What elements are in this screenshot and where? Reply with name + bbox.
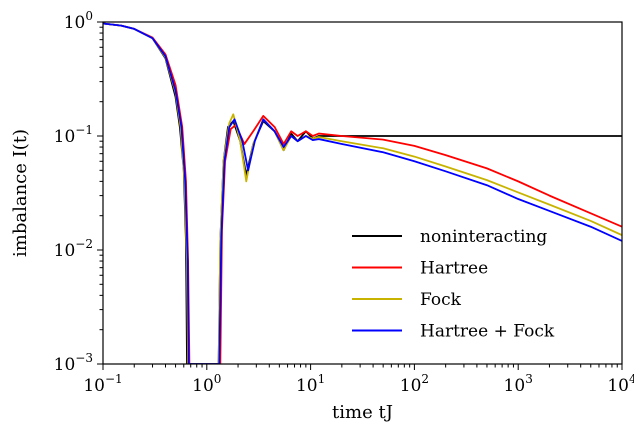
- y-axis-label: imbalance I(t): [10, 129, 31, 257]
- legend: noninteracting Hartree Fock Hartree + Fock: [352, 227, 555, 342]
- legend-label: Hartree: [420, 259, 488, 279]
- ticks-layer: [97, 21, 623, 370]
- x-tick-label: 10−1: [83, 372, 122, 396]
- series-line-hartree: [103, 22, 622, 364]
- x-tick-label: 104: [607, 372, 634, 396]
- x-tick-label: 102: [400, 372, 429, 396]
- y-tick-label: 10−3: [54, 351, 93, 375]
- y-tick-label: 100: [64, 9, 93, 33]
- tick-labels-layer: 10−1 100 101 102 103 104 10−3 10−2 10−1 100: [54, 9, 634, 396]
- y-tick-label: 10−1: [54, 123, 93, 147]
- x-tick-label: 103: [504, 372, 533, 396]
- x-axis-label: time tJ: [332, 402, 393, 423]
- legend-label: Fock: [420, 290, 462, 310]
- series-layer: [103, 22, 622, 364]
- x-tick-label: 101: [296, 372, 325, 396]
- series-line-hartree-fock: [103, 22, 622, 364]
- y-tick-label: 10−2: [54, 237, 93, 261]
- plot-frame: [102, 21, 623, 365]
- legend-label: Hartree + Fock: [420, 322, 555, 342]
- x-tick-label: 100: [192, 372, 221, 396]
- legend-label: noninteracting: [420, 227, 547, 247]
